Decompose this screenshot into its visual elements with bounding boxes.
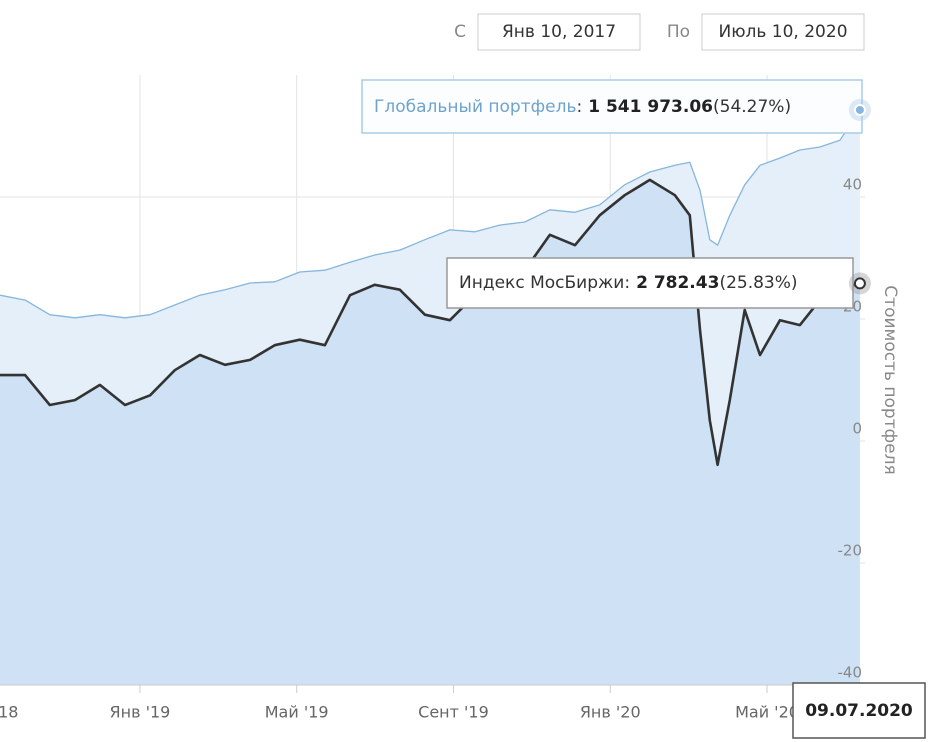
- y-axis-label: Стоимость портфеля: [880, 285, 900, 474]
- y-tick-label: -40: [838, 664, 863, 682]
- x-tick-label: Янв '20: [580, 703, 641, 722]
- tooltip-box: [361, 79, 863, 134]
- x-tick-label: Сент '19: [418, 703, 489, 722]
- y-tick-label: 40: [843, 176, 862, 194]
- y-tick-label: -20: [838, 542, 863, 560]
- tooltip-box: [446, 257, 854, 309]
- tooltip-change: (25.83%): [719, 273, 797, 293]
- tooltip-series: Глобальный портфель: [374, 97, 577, 117]
- x-tick-label: Янв '19: [109, 703, 170, 722]
- to-label: По: [667, 22, 690, 42]
- tooltip: Индекс МосБиржи: 2 782.43(25.83%): [459, 273, 798, 293]
- tooltip-amount: 2 782.43: [636, 273, 719, 293]
- tooltip-series: Индекс МосБиржи: [459, 273, 624, 293]
- x-tick-label: Май '20: [735, 703, 799, 722]
- x-tick-label: Сент '18: [0, 703, 18, 722]
- tooltip-separator: :: [624, 273, 630, 293]
- x-tick-label: Май '19: [265, 703, 329, 722]
- tooltip-separator: :: [577, 97, 583, 117]
- date-tooltip: 09.07.2020: [805, 701, 913, 721]
- from-input[interactable]: [477, 13, 641, 51]
- from-label: С: [454, 22, 466, 42]
- date-tooltip-box: [792, 682, 926, 739]
- tooltip-amount: 1 541 973.06: [588, 97, 713, 117]
- from-value[interactable]: Янв 10, 2017: [502, 22, 616, 42]
- last-point: [853, 103, 866, 116]
- tooltip-change: (54.27%): [713, 97, 791, 117]
- tooltip: Глобальный портфель: 1 541 973.06(54.27%): [374, 97, 791, 117]
- last-point: [853, 277, 866, 290]
- to-input[interactable]: [701, 13, 865, 51]
- series-line: [0, 109, 861, 319]
- to-value[interactable]: Июль 10, 2020: [718, 22, 847, 42]
- y-tick-label: 0: [852, 420, 862, 438]
